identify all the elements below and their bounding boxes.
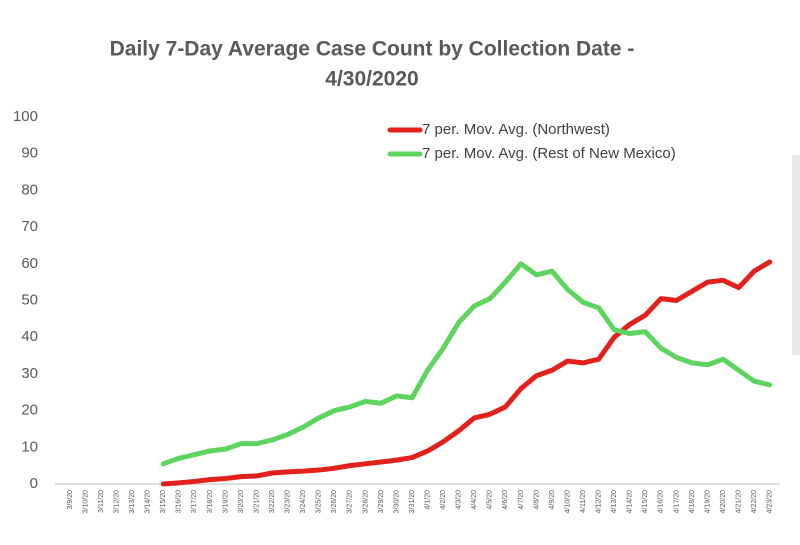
x-tick-label: 3/15/20 (160, 490, 167, 513)
x-tick-label: 4/5/20 (487, 490, 494, 510)
x-tick-label: 4/15/20 (642, 490, 649, 513)
legend-label: 7 per. Mov. Avg. (Northwest) (422, 121, 610, 138)
chart-title: 4/30/2020 (325, 68, 418, 91)
x-tick-label: 3/26/20 (331, 490, 338, 513)
x-tick-label: 4/21/20 (735, 490, 742, 513)
x-tick-label: 4/22/20 (751, 490, 758, 513)
x-tick-label: 4/17/20 (673, 490, 680, 513)
y-tick-label: 70 (21, 218, 38, 235)
x-tick-label: 4/20/20 (720, 490, 727, 513)
x-tick-label: 3/14/20 (145, 490, 152, 513)
y-tick-label: 90 (21, 145, 38, 162)
x-tick-label: 3/16/20 (176, 490, 183, 513)
x-tick-label: 3/29/20 (378, 490, 385, 513)
x-tick-label: 4/7/20 (518, 490, 525, 510)
x-tick-label: 4/18/20 (689, 490, 696, 513)
y-tick-label: 30 (21, 365, 38, 382)
x-tick-label: 4/10/20 (564, 490, 571, 513)
x-tick-label: 3/27/20 (347, 490, 354, 513)
x-tick-label: 3/12/20 (113, 490, 120, 513)
x-tick-label: 4/11/20 (580, 490, 587, 513)
x-tick-label: 4/2/20 (440, 490, 447, 510)
x-tick-label: 3/9/20 (67, 490, 74, 510)
x-tick-label: 4/14/20 (627, 490, 634, 513)
y-tick-label: 0 (30, 475, 38, 492)
x-tick-label: 3/11/20 (98, 490, 105, 513)
y-tick-label: 40 (21, 328, 38, 345)
x-tick-label: 4/23/20 (767, 490, 774, 513)
x-tick-label: 3/23/20 (285, 490, 292, 513)
x-tick-label: 3/10/20 (82, 490, 89, 513)
series-line (160, 259, 773, 487)
x-tick-label: 3/20/20 (238, 490, 245, 513)
y-tick-label: 10 (21, 438, 38, 455)
x-tick-label: 4/12/20 (596, 490, 603, 513)
y-tick-label: 60 (21, 255, 38, 272)
x-tick-label: 4/16/20 (658, 490, 665, 513)
x-tick-label: 3/13/20 (129, 490, 136, 513)
x-tick-label: 3/21/20 (253, 490, 260, 513)
edge-strip (792, 155, 800, 355)
x-tick-label: 3/19/20 (222, 490, 229, 513)
x-tick-label: 3/18/20 (207, 490, 214, 513)
x-tick-label: 3/25/20 (316, 490, 323, 513)
x-tick-label: 4/19/20 (704, 490, 711, 513)
x-tick-label: 4/1/20 (424, 490, 431, 510)
y-tick-label: 20 (21, 402, 38, 419)
y-tick-label: 80 (21, 181, 38, 198)
y-tick-label: 100 (13, 108, 38, 125)
x-tick-label: 3/24/20 (300, 490, 307, 513)
x-tick-label: 4/8/20 (533, 490, 540, 510)
x-tick-label: 4/9/20 (549, 490, 556, 510)
y-tick-label: 50 (21, 291, 38, 308)
legend-label: 7 per. Mov. Avg. (Rest of New Mexico) (422, 145, 676, 162)
x-tick-label: 4/4/20 (471, 490, 478, 510)
x-tick-label: 3/30/20 (393, 490, 400, 513)
x-tick-label: 3/28/20 (362, 490, 369, 513)
x-tick-label: 4/3/20 (456, 490, 463, 510)
x-tick-label: 4/6/20 (502, 490, 509, 510)
chart-title: Daily 7-Day Average Case Count by Collec… (110, 38, 635, 61)
x-tick-label: 4/13/20 (611, 490, 618, 513)
x-tick-label: 3/17/20 (191, 490, 198, 513)
x-tick-label: 3/31/20 (409, 490, 416, 513)
x-tick-label: 3/22/20 (269, 490, 276, 513)
series-line (160, 261, 773, 467)
